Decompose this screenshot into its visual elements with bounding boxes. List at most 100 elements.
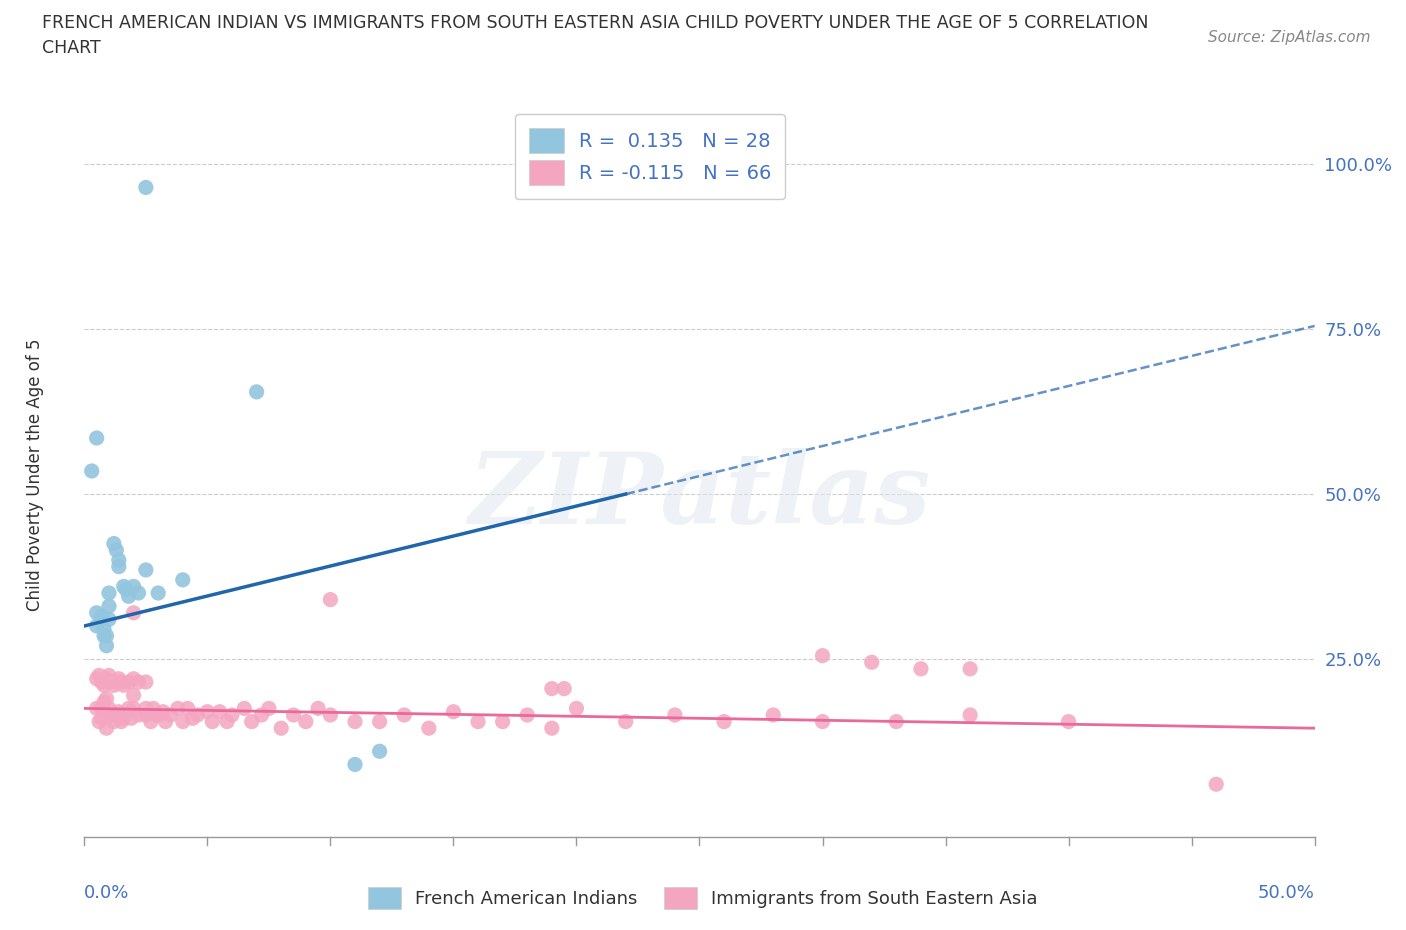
Point bbox=[270, 721, 292, 736]
Point bbox=[100, 708, 122, 723]
Point bbox=[762, 708, 785, 723]
Point bbox=[86, 701, 108, 716]
Text: Source: ZipAtlas.com: Source: ZipAtlas.com bbox=[1208, 30, 1371, 45]
Point bbox=[98, 668, 120, 683]
Point bbox=[98, 599, 120, 614]
Point bbox=[553, 681, 575, 696]
Point bbox=[98, 612, 120, 627]
Point bbox=[713, 714, 735, 729]
Point bbox=[103, 678, 125, 693]
Point bbox=[98, 586, 120, 601]
Point bbox=[108, 671, 131, 686]
Point bbox=[105, 708, 128, 723]
Point bbox=[1057, 714, 1080, 729]
Point bbox=[96, 638, 118, 653]
Point bbox=[118, 701, 141, 716]
Point bbox=[93, 695, 115, 710]
Point bbox=[103, 714, 125, 729]
Point bbox=[93, 622, 115, 637]
Point bbox=[93, 678, 115, 693]
Point bbox=[159, 708, 181, 723]
Point bbox=[886, 714, 908, 729]
Point bbox=[368, 714, 391, 729]
Point bbox=[128, 586, 150, 601]
Point bbox=[217, 714, 239, 729]
Point bbox=[110, 714, 132, 729]
Point bbox=[811, 714, 834, 729]
Point bbox=[118, 674, 141, 689]
Point bbox=[283, 708, 305, 723]
Point bbox=[96, 671, 118, 686]
Point bbox=[115, 582, 138, 597]
Point bbox=[319, 592, 342, 607]
Point bbox=[86, 671, 108, 686]
Point bbox=[246, 384, 269, 399]
Point bbox=[197, 704, 219, 719]
Text: 0.0%: 0.0% bbox=[84, 884, 129, 902]
Point bbox=[172, 572, 194, 587]
Point bbox=[135, 674, 157, 689]
Point bbox=[614, 714, 637, 729]
Point bbox=[118, 589, 141, 604]
Point bbox=[103, 536, 125, 551]
Point bbox=[122, 579, 145, 594]
Text: 50.0%: 50.0% bbox=[1258, 884, 1315, 902]
Point bbox=[201, 714, 224, 729]
Point bbox=[120, 711, 142, 725]
Point bbox=[181, 711, 204, 725]
Text: CHART: CHART bbox=[42, 39, 101, 57]
Point bbox=[108, 559, 131, 574]
Point bbox=[86, 431, 108, 445]
Point bbox=[90, 711, 112, 725]
Point bbox=[240, 714, 263, 729]
Point bbox=[80, 463, 103, 478]
Point bbox=[98, 701, 120, 716]
Point bbox=[122, 688, 145, 703]
Legend: R =  0.135   N = 28, R = -0.115   N = 66: R = 0.135 N = 28, R = -0.115 N = 66 bbox=[515, 114, 786, 199]
Point bbox=[112, 711, 135, 725]
Point bbox=[664, 708, 686, 723]
Point bbox=[344, 714, 367, 729]
Point bbox=[516, 708, 538, 723]
Point bbox=[319, 708, 342, 723]
Point bbox=[90, 674, 112, 689]
Point bbox=[394, 708, 416, 723]
Point bbox=[208, 704, 231, 719]
Point bbox=[135, 180, 157, 195]
Point bbox=[128, 674, 150, 689]
Point bbox=[139, 714, 162, 729]
Point bbox=[233, 701, 256, 716]
Point bbox=[96, 629, 118, 644]
Point bbox=[105, 543, 128, 558]
Point bbox=[811, 648, 834, 663]
Point bbox=[172, 714, 194, 729]
Point bbox=[177, 701, 200, 716]
Point bbox=[860, 655, 883, 670]
Point bbox=[368, 744, 391, 759]
Text: ZIPatlas: ZIPatlas bbox=[468, 448, 931, 544]
Point bbox=[565, 701, 588, 716]
Point bbox=[112, 579, 135, 594]
Point bbox=[541, 681, 564, 696]
Point bbox=[148, 708, 170, 723]
Point bbox=[1205, 777, 1227, 791]
Point bbox=[90, 608, 112, 623]
Point bbox=[221, 708, 243, 723]
Point bbox=[152, 704, 174, 719]
Point bbox=[112, 678, 135, 693]
Point bbox=[87, 668, 111, 683]
Point bbox=[86, 605, 108, 620]
Point bbox=[467, 714, 489, 729]
Text: FRENCH AMERICAN INDIAN VS IMMIGRANTS FROM SOUTH EASTERN ASIA CHILD POVERTY UNDER: FRENCH AMERICAN INDIAN VS IMMIGRANTS FRO… bbox=[42, 14, 1149, 32]
Point bbox=[541, 721, 564, 736]
Point bbox=[959, 708, 981, 723]
Point bbox=[166, 701, 188, 716]
Point bbox=[128, 708, 150, 723]
Point bbox=[86, 618, 108, 633]
Point bbox=[250, 708, 273, 723]
Point bbox=[145, 708, 167, 723]
Point bbox=[344, 757, 367, 772]
Point bbox=[122, 701, 145, 716]
Point bbox=[307, 701, 329, 716]
Point bbox=[98, 674, 120, 689]
